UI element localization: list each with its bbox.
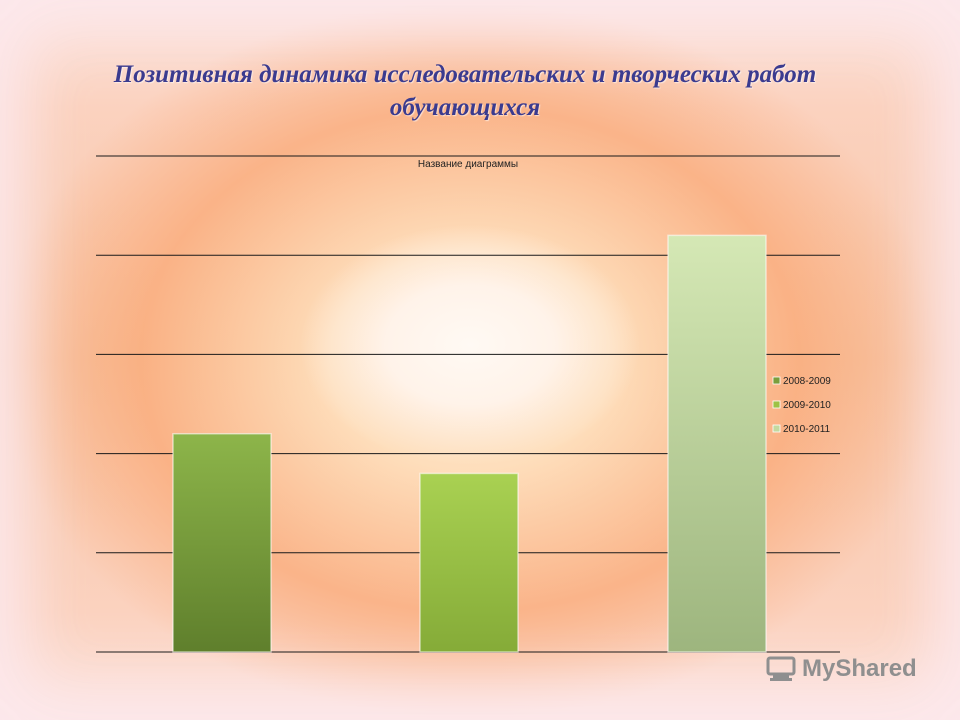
watermark-logo: MyShared — [766, 655, 917, 683]
legend-swatch — [772, 376, 781, 385]
myshared-logo-icon — [766, 656, 796, 681]
watermark-text: MyShared — [802, 655, 917, 682]
bar-2008-2009 — [172, 433, 272, 653]
legend-label: 2009-2010 — [783, 400, 831, 411]
slide-title-line-1: Позитивная динамика исследовательских и … — [113, 61, 817, 88]
legend-swatch — [772, 400, 781, 409]
bar-2010-2011 — [667, 234, 767, 653]
legend-label: 2010-2011 — [783, 424, 831, 435]
slide-title-line-2: обучающихся — [389, 94, 541, 121]
legend-label: 2008-2009 — [783, 376, 831, 387]
bar-2009-2010 — [419, 472, 519, 653]
chart-title: Название диаграммы — [418, 159, 518, 170]
slide-title: Позитивная динамика исследовательских и … — [60, 58, 870, 124]
chart-bars — [172, 234, 767, 653]
legend-swatch — [772, 424, 781, 433]
chart-legend: 2008-2009 2009-2010 2010-2011 — [772, 376, 831, 435]
